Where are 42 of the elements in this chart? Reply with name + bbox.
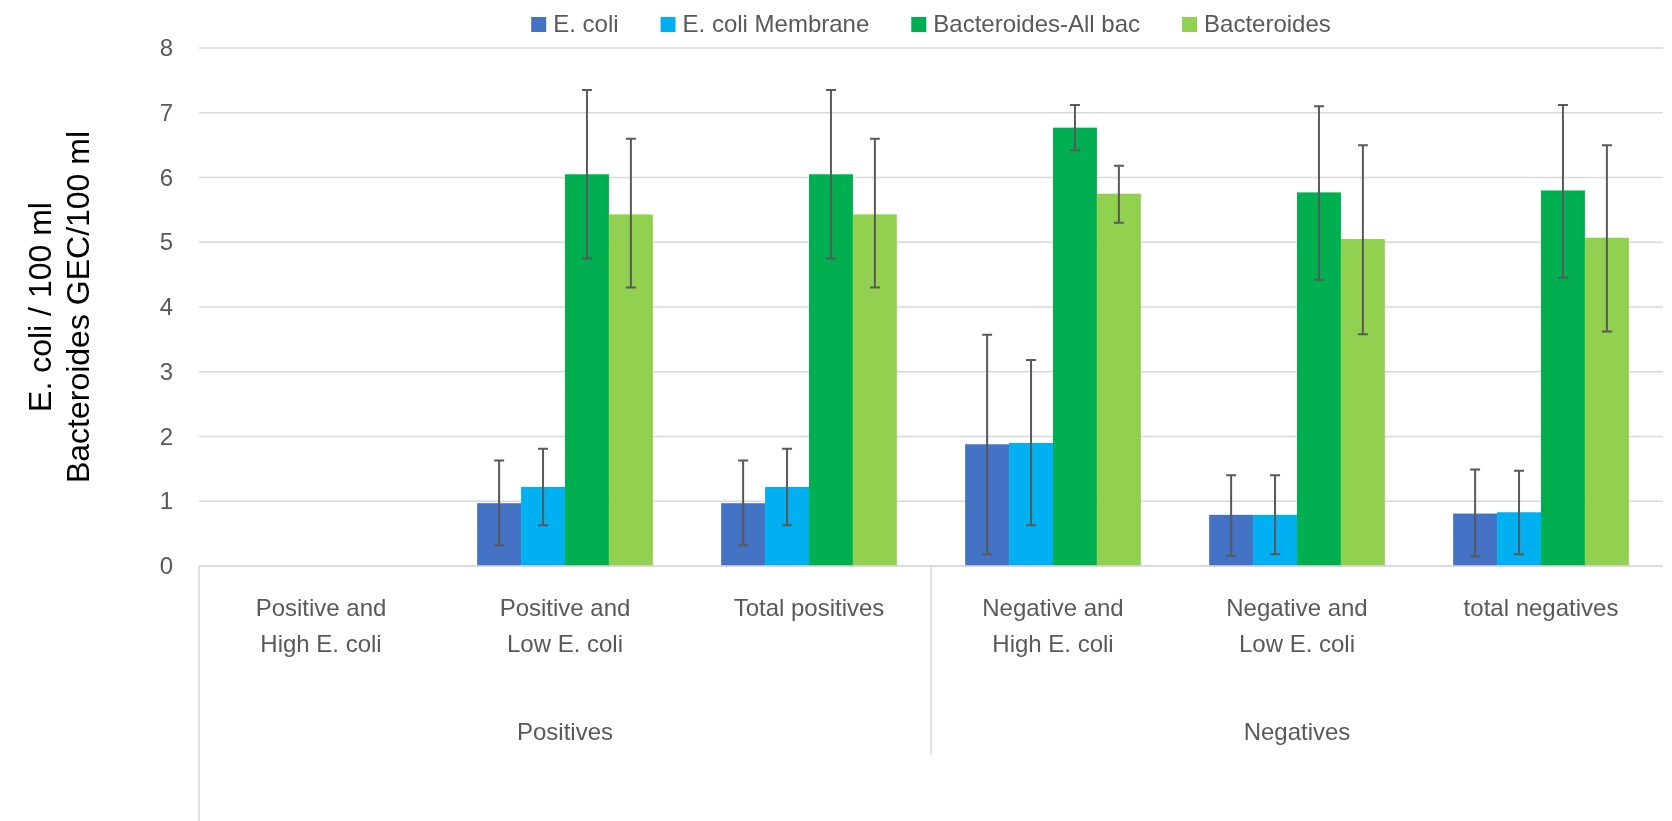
text: Negatives xyxy=(1243,718,1351,745)
y-axis-title: E. coli / 100 ml Bacteroides GEC/100 ml xyxy=(22,130,96,484)
bar xyxy=(1209,514,1254,566)
legend-label: E. coli Membrane xyxy=(682,10,870,37)
y-tick-label: 5 xyxy=(159,228,173,256)
text: Positives xyxy=(516,718,614,745)
bar xyxy=(1009,442,1053,566)
y-tick-label: 3 xyxy=(159,357,173,385)
x-tick-label: Total positives xyxy=(733,594,885,621)
bar xyxy=(1541,190,1585,566)
bar xyxy=(521,487,565,566)
legend-label: E. coli xyxy=(553,10,619,37)
y-tick-label: 1 xyxy=(159,487,173,515)
x-tick-label: Positive and Low E. coli xyxy=(499,594,631,657)
x-tick-label: total negatives xyxy=(1463,594,1619,621)
bar xyxy=(852,214,897,566)
bar xyxy=(721,503,766,566)
bar xyxy=(1584,237,1629,566)
bar xyxy=(965,444,1010,566)
bar xyxy=(477,503,522,566)
bar xyxy=(809,174,853,566)
bar xyxy=(565,174,609,566)
y-tick-label: 2 xyxy=(159,422,173,450)
y-tick-label: 6 xyxy=(159,163,173,191)
bar xyxy=(1053,127,1097,566)
bar xyxy=(1497,512,1541,566)
x-tick-label: Negative and Low E. coli xyxy=(1226,594,1368,657)
bar xyxy=(1340,239,1385,566)
y-tick-label: 7 xyxy=(159,98,173,126)
bar xyxy=(1096,193,1141,566)
legend-label: Bacteroides-All bac xyxy=(933,10,1141,37)
y-tick-label: 8 xyxy=(159,34,173,62)
bar xyxy=(765,487,809,566)
bar xyxy=(608,214,653,566)
bar xyxy=(1253,514,1297,566)
bar xyxy=(1297,192,1341,566)
x-tick-label: Positive and High E. coli xyxy=(255,594,387,657)
y-tick-label: 0 xyxy=(159,552,173,580)
bar xyxy=(1453,513,1498,566)
legend-label: Bacteroides xyxy=(1204,10,1331,37)
x-tick-label: Negative and High E. coli xyxy=(982,594,1124,657)
y-tick-label: 4 xyxy=(159,293,173,321)
